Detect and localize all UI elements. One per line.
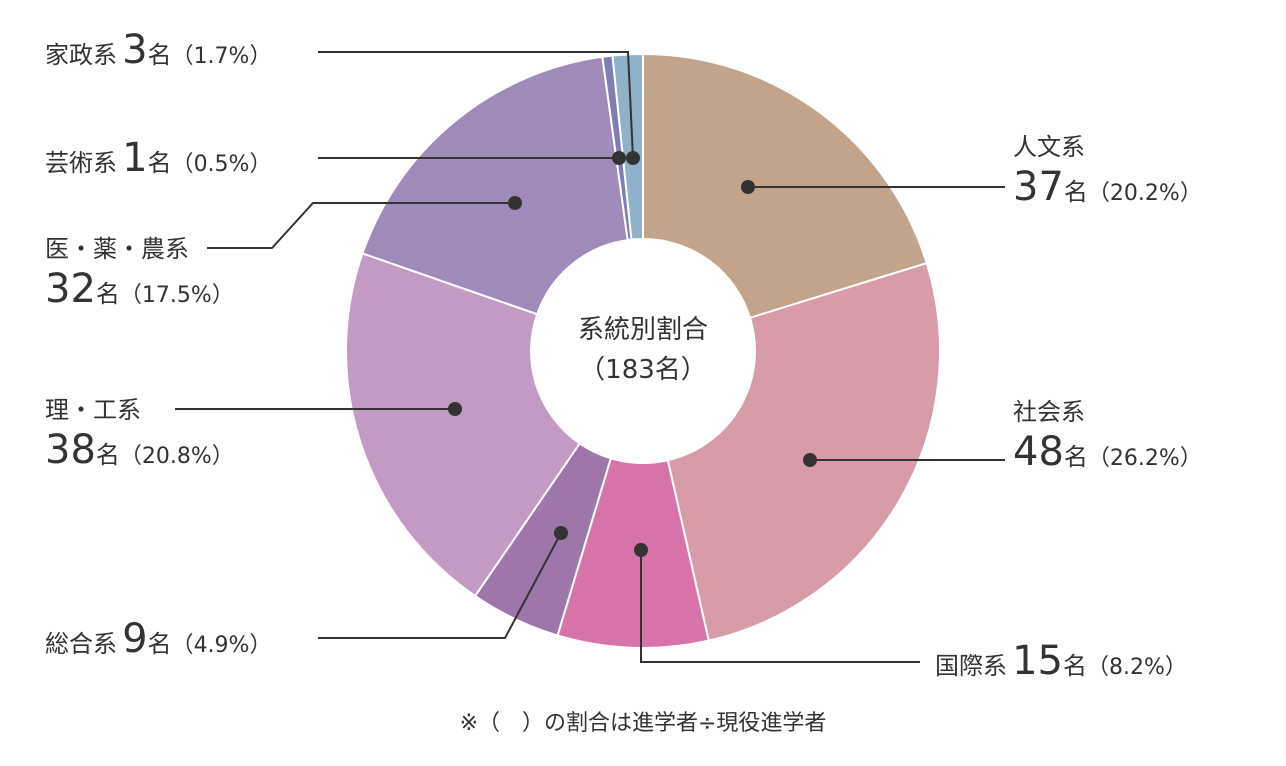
label-kokusai: 国際系 15名（8.2%） xyxy=(935,638,1187,684)
center-label: 系統別割合 （183名） xyxy=(533,310,753,390)
leader-line-sogo xyxy=(318,532,562,639)
label-shakai: 社会系 48名（26.2%） xyxy=(1013,398,1202,475)
slice-percent-sogo: 4.9% xyxy=(193,633,250,658)
slice-unit: 名 xyxy=(1063,652,1087,680)
slice-percent-jinbun: 20.2% xyxy=(1109,181,1180,206)
label-kasei: 家政系 3名（1.7%） xyxy=(45,27,272,73)
slice-count-jinbun: 37 xyxy=(1013,164,1064,210)
footnote: ※（ ）の割合は進学者÷現役進学者 xyxy=(459,711,827,736)
slice-count-sogo: 9 xyxy=(122,616,148,662)
slice-count-shakai: 48 xyxy=(1013,429,1064,475)
slice-unit: 名 xyxy=(95,280,120,308)
slice-percent-iyaku: 17.5% xyxy=(141,283,212,308)
slice-percent-shakai: 26.2% xyxy=(1109,446,1180,471)
slice-name-kokusai: 国際系 xyxy=(935,652,1007,680)
slice-count-kokusai: 15 xyxy=(1012,638,1063,684)
slice-count-geijutsu: 1 xyxy=(122,135,148,181)
slice-name-kasei: 家政系 xyxy=(45,41,117,69)
slice-count-riko: 38 xyxy=(45,427,96,473)
slice-riko xyxy=(345,252,582,598)
leader-dot-riko xyxy=(448,402,462,416)
center-title: 系統別割合 xyxy=(577,315,708,345)
leader-dot-iyaku xyxy=(508,196,522,210)
slice-name-shakai: 社会系 xyxy=(1013,398,1085,426)
slice-count-iyaku: 32 xyxy=(45,266,96,312)
slice-unit: 名 xyxy=(147,41,172,69)
slice-unit: 名 xyxy=(1063,178,1088,206)
slice-jinbun xyxy=(642,52,928,320)
leader-dot-kokusai xyxy=(634,543,648,557)
leader-line-kasei xyxy=(318,51,634,159)
slice-shakai xyxy=(666,261,941,642)
slice-kasei xyxy=(611,52,644,241)
label-geijutsu: 芸術系 1名（0.5%） xyxy=(45,135,272,181)
label-riko: 理・工系 38名（20.8%） xyxy=(45,396,234,473)
slice-name-riko: 理・工系 xyxy=(45,396,141,424)
label-jinbun: 人文系 37名（20.2%） xyxy=(1013,133,1202,210)
leader-dot-jinbun xyxy=(741,180,755,194)
slice-iyaku xyxy=(361,55,629,316)
label-sogo: 総合系 9名（4.9%） xyxy=(45,616,272,662)
center-total: （183名） xyxy=(579,355,707,385)
leader-dot-kasei xyxy=(626,151,640,165)
slice-unit: 名 xyxy=(1063,443,1088,471)
slice-percent-riko: 20.8% xyxy=(141,444,212,469)
slice-percent-kokusai: 8.2% xyxy=(1109,655,1165,680)
leader-line-iyaku xyxy=(207,202,515,249)
leader-line-kokusai xyxy=(640,550,920,663)
slice-name-iyaku: 医・薬・農系 xyxy=(45,235,189,263)
slice-count-kasei: 3 xyxy=(122,27,148,73)
slice-unit: 名 xyxy=(147,630,172,658)
slice-unit: 名 xyxy=(95,441,120,469)
slice-percent-kasei: 1.7% xyxy=(193,44,250,69)
slice-name-geijutsu: 芸術系 xyxy=(45,149,117,177)
slice-unit: 名 xyxy=(147,149,172,177)
leader-dot-shakai xyxy=(803,453,817,467)
slice-name-jinbun: 人文系 xyxy=(1013,133,1085,161)
label-iyaku: 医・薬・農系 32名（17.5%） xyxy=(45,235,234,312)
leader-dot-sogo xyxy=(554,526,568,540)
leader-dot-geijutsu xyxy=(612,151,626,165)
slice-percent-geijutsu: 0.5% xyxy=(193,152,250,177)
slice-name-sogo: 総合系 xyxy=(45,630,117,658)
